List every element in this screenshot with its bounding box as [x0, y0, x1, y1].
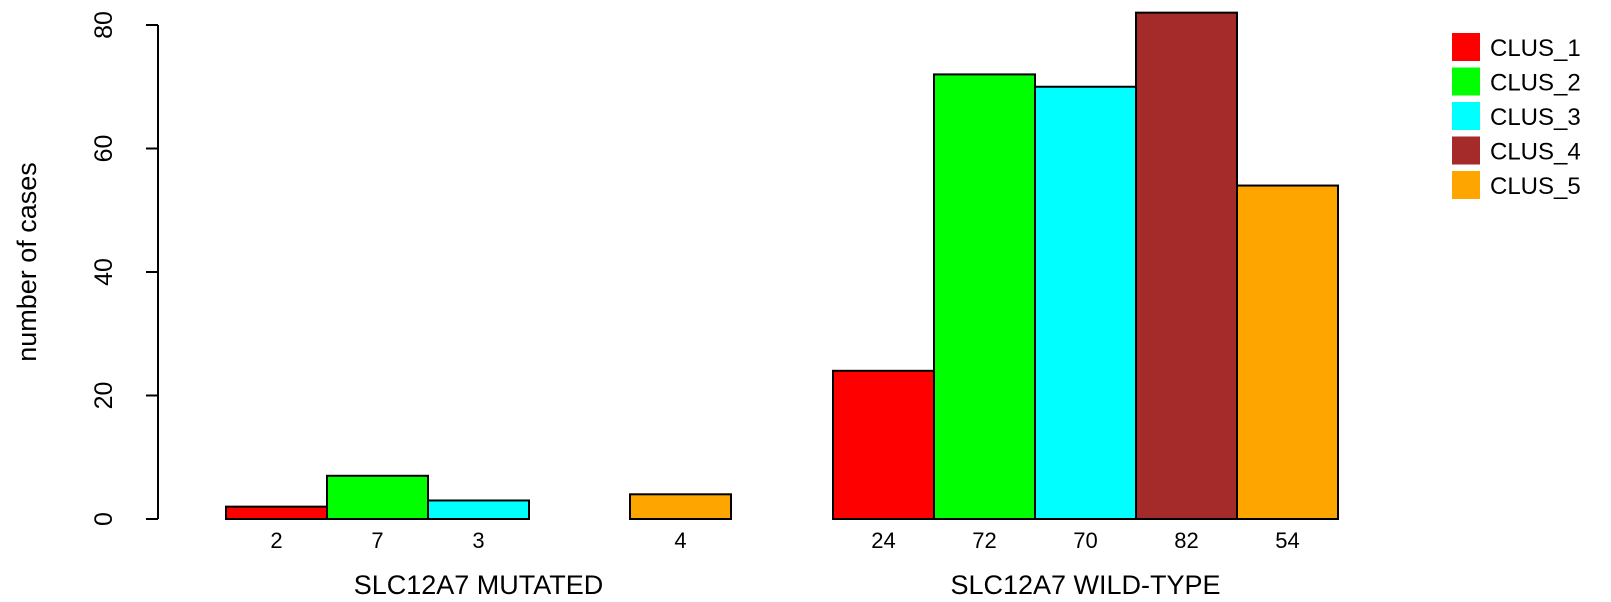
y-tick-label: 40 [90, 258, 118, 286]
legend-label: CLUS_3 [1490, 104, 1581, 131]
bar-value-label: 70 [1073, 528, 1097, 553]
bar-clus-3-group-2 [1034, 85, 1137, 520]
legend-label: CLUS_2 [1490, 70, 1581, 97]
y-tick-label: 80 [90, 11, 118, 39]
bar-value-label: 2 [270, 528, 282, 553]
legend-label: CLUS_4 [1490, 139, 1581, 166]
bar-clus-3-group-1 [427, 499, 530, 521]
legend-swatch [1452, 136, 1480, 165]
legend: CLUS_1 CLUS_2 CLUS_3 CLUS_4 CLUS_5 [1452, 33, 1581, 200]
bar-value-label: 4 [674, 528, 686, 553]
bar-clus-1-group-2 [832, 369, 935, 520]
group-labels: SLC12A7 MUTATED SLC12A7 WILD-TYPE [354, 570, 1221, 600]
bars [225, 11, 1339, 521]
bar-clus-2-group-2 [933, 73, 1036, 521]
bar-value-label: 72 [972, 528, 996, 553]
legend-swatch [1452, 102, 1480, 130]
legend-label: CLUS_5 [1490, 173, 1581, 200]
bar-value-label: 3 [472, 528, 484, 553]
group-label: SLC12A7 MUTATED [354, 570, 604, 600]
bar-value-labels: 2 7 3 4 24 72 70 82 54 [270, 528, 1299, 553]
y-tick-label: 60 [90, 135, 118, 163]
legend-swatch [1452, 171, 1480, 199]
bar-value-label: 24 [871, 528, 895, 553]
bar-clus-1-group-1 [225, 505, 328, 520]
y-tick-label: 0 [90, 512, 118, 526]
y-axis: 0 20 40 60 80 [90, 11, 159, 526]
bar-value-label: 7 [371, 528, 383, 553]
bar-clus-2-group-1 [326, 474, 429, 520]
y-tick-label: 20 [90, 382, 118, 410]
y-axis-title: number of cases [12, 162, 42, 362]
bar-clus-5-group-1 [629, 493, 732, 520]
bar-value-label: 82 [1174, 528, 1198, 553]
group-label: SLC12A7 WILD-TYPE [950, 570, 1220, 600]
legend-swatch [1452, 33, 1480, 61]
bar-value-label: 54 [1275, 528, 1299, 553]
bar-clus-4-group-2 [1135, 11, 1238, 521]
bar-clus-5-group-2 [1236, 184, 1339, 521]
legend-swatch [1452, 67, 1480, 96]
legend-label: CLUS_1 [1490, 35, 1581, 62]
